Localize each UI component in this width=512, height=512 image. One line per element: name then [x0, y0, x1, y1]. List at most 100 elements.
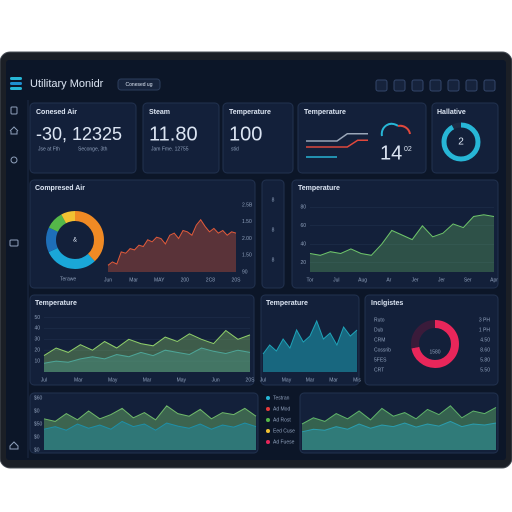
x-tick-label: Jun	[104, 277, 112, 283]
toolbar-button[interactable]	[429, 79, 442, 92]
y-tick-label: 20	[34, 348, 40, 354]
icon-settings[interactable]	[10, 156, 18, 164]
x-tick-label: 20S	[232, 277, 242, 283]
toolbar-button[interactable]	[411, 79, 424, 92]
gauge-arc	[397, 124, 411, 135]
legend-value: 8.60	[480, 347, 490, 353]
x-tick-label: 200	[181, 277, 190, 283]
legend-value: 5.50	[480, 367, 490, 373]
y-tick-label: $50	[34, 421, 43, 427]
card	[364, 294, 499, 386]
legend-swatch	[266, 396, 270, 400]
toolbar-button[interactable]	[483, 79, 496, 92]
x-tick-label: Mar	[306, 377, 315, 383]
gauge-value: 14	[380, 142, 402, 164]
card-title: Hallative	[437, 109, 466, 116]
x-tick-label: Mar	[74, 377, 83, 383]
toolbar-button[interactable]	[465, 79, 478, 92]
logo-bar	[10, 77, 22, 80]
x-tick-label: Ser	[464, 277, 472, 283]
line	[309, 214, 495, 256]
card-title: Inclgistes	[371, 300, 403, 307]
legend-swatch	[266, 418, 270, 422]
line	[262, 319, 358, 355]
x-tick-label: Aug	[358, 277, 367, 283]
legend-item: Ad Mod	[273, 406, 290, 412]
donut-center: 1580	[429, 349, 440, 355]
card-title: Temperature	[35, 300, 77, 307]
y-tick-label: $0	[34, 447, 40, 453]
legend-item: Ad Fuese	[273, 439, 295, 445]
badge[interactable]	[117, 78, 161, 91]
legend-value: 3 PH	[479, 317, 491, 323]
area-fill	[108, 219, 236, 272]
x-tick-label: MAY	[154, 277, 165, 283]
legend-label: Dub	[374, 327, 383, 333]
y-tick-label: 60	[300, 223, 306, 229]
card-title: Conesed Air	[36, 109, 77, 116]
legend-value: 1 PH	[479, 327, 491, 333]
x-tick-label: 2C8	[206, 277, 215, 283]
x-tick-label: Jul	[260, 377, 266, 383]
toolbar-button[interactable]	[447, 79, 460, 92]
y-tick-label: 20	[300, 260, 306, 266]
card-title: Temperature	[266, 300, 308, 307]
line	[43, 347, 251, 364]
icon-case[interactable]	[9, 239, 19, 247]
legend-label: CRT	[374, 367, 384, 373]
legend-item: Ad Rost	[273, 417, 291, 423]
x-tick-label: May	[177, 377, 187, 383]
line	[43, 420, 257, 431]
stat-note: stid	[231, 146, 239, 152]
area-fill	[44, 421, 256, 450]
x-tick-label: Mar	[329, 377, 338, 383]
side-label: 8	[272, 227, 275, 233]
card	[142, 102, 220, 174]
y-tick-label: $60	[34, 395, 43, 401]
icon-doc[interactable]	[10, 106, 18, 115]
donut-segment	[441, 122, 481, 162]
card	[261, 179, 285, 289]
line	[306, 139, 368, 148]
x-tick-label: Tor	[307, 277, 314, 283]
legend-label: Ruto	[374, 317, 385, 323]
y-tick-label: 90	[242, 269, 248, 275]
line	[301, 420, 497, 433]
toolbar-button[interactable]	[393, 79, 406, 92]
legend-label: 5FES	[374, 357, 387, 363]
app-title: Utilitary Monidr	[30, 78, 104, 90]
logo-bar	[10, 87, 22, 90]
toolbar-button[interactable]	[375, 79, 388, 92]
line	[306, 133, 368, 142]
stat-note: Jse at Fth	[38, 146, 60, 152]
logo	[10, 77, 22, 90]
card	[299, 392, 499, 454]
card	[222, 102, 294, 174]
card-title: Compresed Air	[35, 185, 85, 192]
x-tick-label: Jer	[438, 277, 445, 283]
y-tick-label: 2.5B	[242, 202, 253, 208]
x-tick-label: Jul	[41, 377, 47, 383]
badge-text: Conesed ug	[126, 82, 153, 88]
y-tick-label: 40	[34, 326, 40, 332]
x-tick-label: Ar	[386, 277, 391, 283]
x-tick-label: 20S	[246, 377, 256, 383]
y-tick-label: $0	[34, 434, 40, 440]
y-tick-label: 30	[34, 337, 40, 343]
gauge-arc	[380, 122, 399, 137]
line	[107, 218, 237, 266]
icon-home-bottom[interactable]	[9, 441, 19, 450]
area-fill	[44, 348, 250, 372]
icon-home[interactable]	[9, 126, 19, 135]
legend-value: 4.50	[480, 337, 490, 343]
y-tick-label: 50	[34, 315, 40, 321]
card	[29, 102, 137, 174]
x-tick-label: Mar	[143, 377, 152, 383]
donut-segment	[46, 211, 104, 269]
area-fill	[44, 330, 250, 372]
card-title: Temperature	[298, 185, 340, 192]
donut-label: Terawe	[60, 276, 76, 282]
stat-note: Jam Fme. 12755	[151, 146, 189, 152]
card-title: Steam	[149, 109, 170, 116]
x-tick-label: May	[282, 377, 292, 383]
